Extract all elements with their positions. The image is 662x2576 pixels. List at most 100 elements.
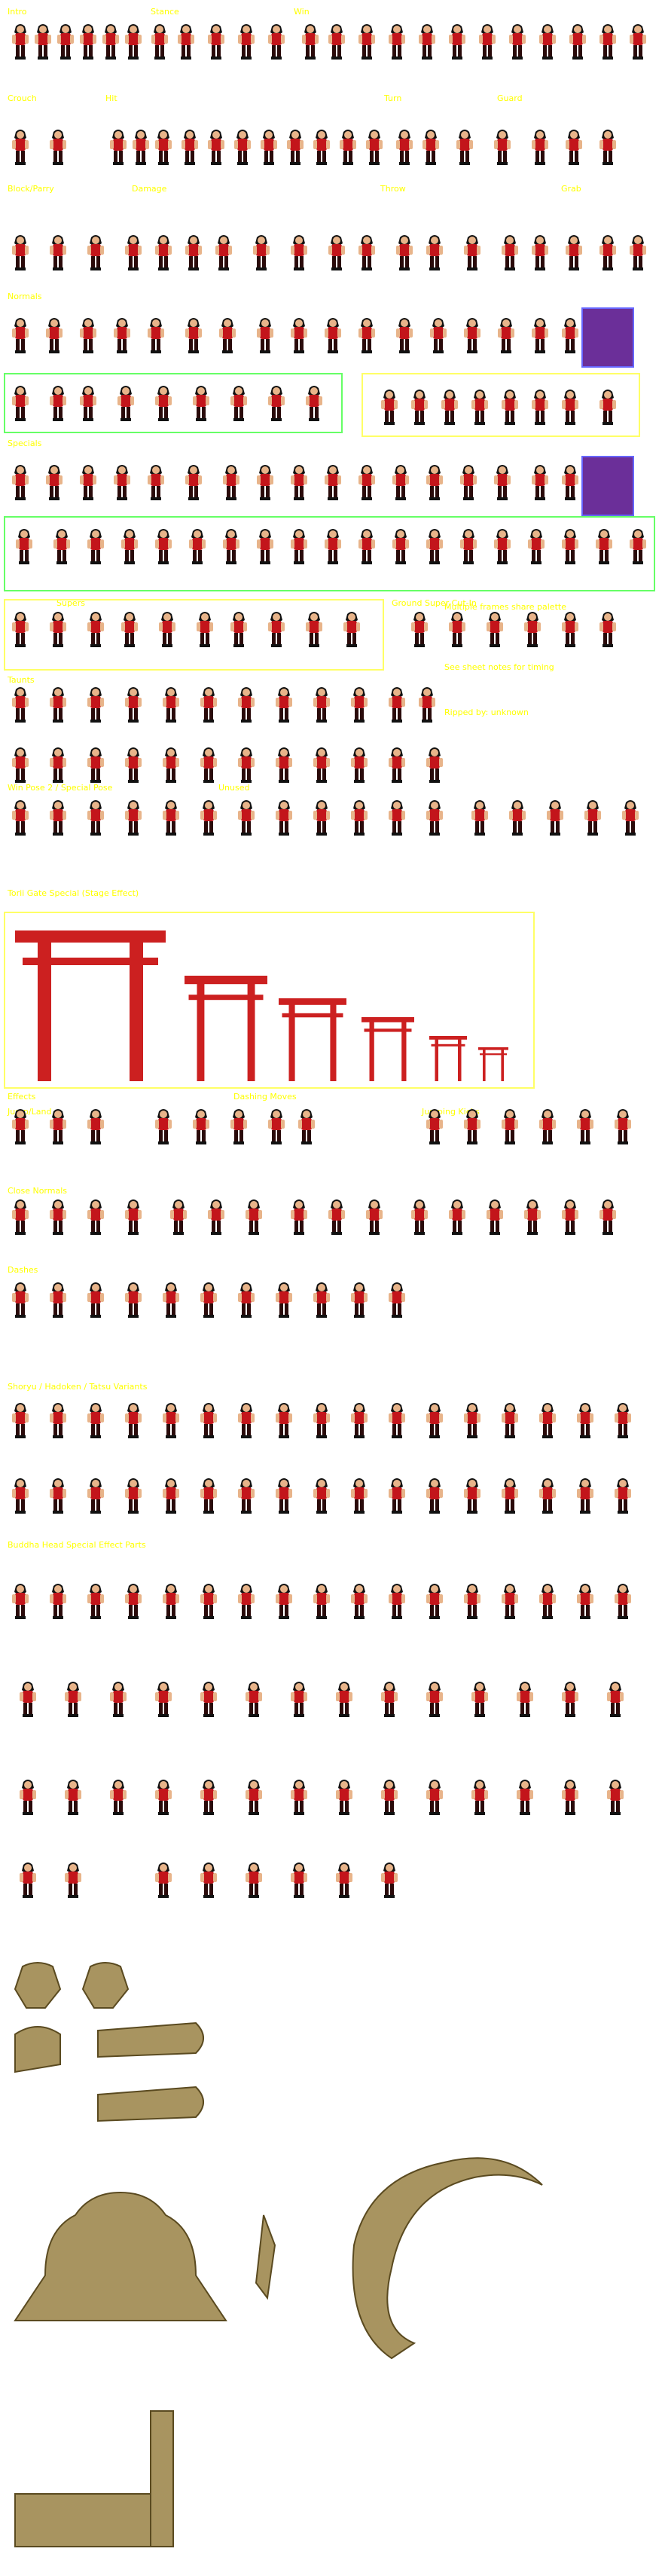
bronze-head-small <box>81 1962 130 2009</box>
sprite-frame <box>331 1778 357 1816</box>
sprite-frame <box>8 746 33 784</box>
sprite-frame <box>196 799 221 836</box>
sprite-frame <box>512 1680 538 1718</box>
sprite-frame <box>271 1582 297 1620</box>
sprite-frame <box>595 128 621 166</box>
sprite-frame <box>557 610 583 648</box>
sprite-frame <box>542 799 568 836</box>
sprite-frame <box>527 388 553 426</box>
sprite-frame <box>151 527 176 565</box>
sprite-frame <box>309 1582 334 1620</box>
sprite-frame <box>426 316 451 354</box>
sprite-frame <box>384 1582 410 1620</box>
bronze-leg-vertical <box>150 2410 174 2547</box>
sprite-frame <box>286 1198 312 1236</box>
sprite-frame <box>121 23 146 60</box>
sprite-frame <box>388 527 413 565</box>
sprite-frame <box>151 1861 176 1899</box>
sprite-frame <box>407 1198 432 1236</box>
sprite-frame <box>610 1582 636 1620</box>
frame-box-torii <box>4 912 535 1089</box>
sprite-frame <box>30 23 56 60</box>
torii-part <box>247 976 255 1081</box>
sprite-frame <box>557 316 583 354</box>
sprite-frame <box>286 1680 312 1718</box>
sprite-frame <box>196 1680 221 1718</box>
label-specials: Specials <box>8 439 42 448</box>
sprite-frame <box>8 686 33 723</box>
sprite-frame <box>151 384 176 422</box>
sprite-frame <box>196 1477 221 1514</box>
sprite-frame <box>407 388 432 426</box>
sprite-frame <box>407 610 432 648</box>
sprite-frame <box>320 527 346 565</box>
sprite-frame <box>109 463 135 501</box>
sprite-frame <box>151 234 176 271</box>
label-guard: Guard <box>497 93 523 103</box>
sprite-frame <box>233 23 259 60</box>
portrait-box-1 <box>581 307 634 368</box>
buddha-head-icon <box>14 2191 227 2321</box>
sprite-frame <box>196 1861 221 1899</box>
torii-gates <box>15 930 508 1081</box>
sprite-frame <box>196 1582 221 1620</box>
sprite-frame <box>535 23 560 60</box>
sprite-frame <box>384 746 410 784</box>
sprite-frame <box>456 463 481 501</box>
label-buddha: Buddha Head Special Effect Parts <box>8 1540 146 1550</box>
sprite-frame <box>497 1108 523 1145</box>
sprite-frame <box>83 799 108 836</box>
sprite-frame <box>203 1198 229 1236</box>
sprite-frame <box>527 316 553 354</box>
sprite-frame <box>557 1680 583 1718</box>
label-taunts: Taunts <box>8 675 35 685</box>
sprite-frame <box>282 128 308 166</box>
sprite-frame <box>117 610 142 648</box>
sprite-frame <box>143 316 169 354</box>
sprite-frame <box>83 1108 108 1145</box>
sprite-frame <box>422 527 447 565</box>
dragon-icon <box>352 2157 543 2360</box>
label-damage: Damage <box>132 184 167 194</box>
sprite-frame <box>309 746 334 784</box>
sprite-frame <box>45 1108 71 1145</box>
sprite-frame <box>166 1198 191 1236</box>
sprite-frame <box>158 799 184 836</box>
sprite-frame <box>422 1477 447 1514</box>
sprite-frame <box>557 388 583 426</box>
sprite-frame <box>354 527 380 565</box>
label-winpose2: Win Pose 2 / Special Pose <box>8 783 113 793</box>
sprite-frame <box>45 1401 71 1439</box>
torii-part <box>478 1047 508 1050</box>
sprite-frame <box>241 1680 267 1718</box>
label-crouch: Crouch <box>8 93 37 103</box>
sprite-frame <box>233 1281 259 1319</box>
sprite-frame <box>565 23 590 60</box>
torii-part <box>480 1053 507 1056</box>
sprite-frame <box>309 1477 334 1514</box>
label-turn: Turn <box>384 93 402 103</box>
sprite-frame <box>41 316 67 354</box>
sprite-frame <box>105 1680 131 1718</box>
sprite-frame <box>151 1680 176 1718</box>
sprite-frame <box>45 610 71 648</box>
sprite-frame <box>8 128 33 166</box>
sprite-frame <box>271 746 297 784</box>
sprite-frame <box>181 463 206 501</box>
bronze-arm <box>97 2021 204 2058</box>
sprite-frame <box>535 1582 560 1620</box>
sprite-frame <box>572 1582 598 1620</box>
sprite-frame <box>121 1401 146 1439</box>
sprite-frame <box>41 463 67 501</box>
torii-part <box>23 958 158 965</box>
sprite-frame <box>354 316 380 354</box>
sprite-frame <box>444 23 470 60</box>
sprite-frame <box>557 463 583 501</box>
frame-box-supers <box>4 599 384 671</box>
sprite-frame <box>331 1680 357 1718</box>
sprite-frame <box>572 1401 598 1439</box>
sprite-frame <box>482 1198 508 1236</box>
torii-part <box>282 1013 343 1018</box>
sprite-frame <box>520 1198 545 1236</box>
sprite-frame <box>181 234 206 271</box>
